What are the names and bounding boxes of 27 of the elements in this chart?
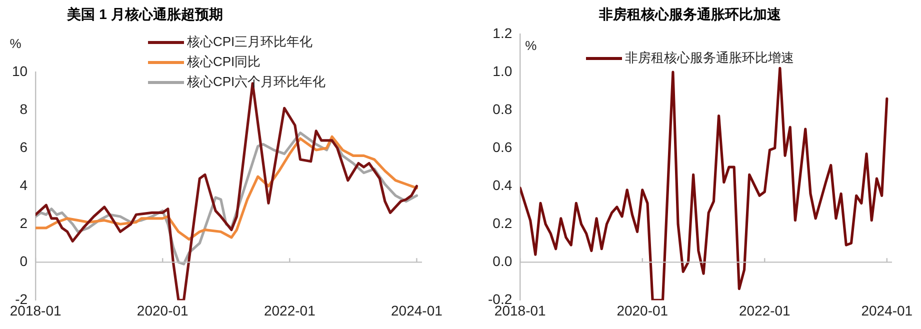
y-tick-label: 1.2 xyxy=(492,24,512,41)
legend-label: 核心CPI同比 xyxy=(187,53,261,71)
y-axis-title: % xyxy=(525,38,538,53)
y-tick-label: 6 xyxy=(20,138,28,155)
y-tick-label: 0.8 xyxy=(492,100,512,117)
y-axis-title: % xyxy=(10,36,22,51)
chart-title: 非房租核心服务通胀环比加速 xyxy=(598,6,782,24)
y-tick-label: 0 xyxy=(20,253,28,270)
y-tick-label: 0.2 xyxy=(492,215,512,231)
y-tick-label: 0.0 xyxy=(492,253,512,270)
legend-label: 非房租核心服务通胀环比增速 xyxy=(625,49,794,67)
y-tick-label: 4 xyxy=(20,176,28,193)
legend-label: 核心CPI六个月环比年化 xyxy=(187,73,326,91)
x-tick-label: 2020-01 xyxy=(616,302,668,318)
x-tick-label: 2024-01 xyxy=(861,302,913,318)
y-tick-label: 8 xyxy=(20,100,28,117)
x-tick-label: 2020-01 xyxy=(136,302,189,318)
x-tick-label: 2022-01 xyxy=(264,302,316,318)
x-tick-label: 2022-01 xyxy=(738,302,791,318)
chart-title: 美国 1 月核心通胀超预期 xyxy=(66,6,224,24)
y-tick-label: 1.0 xyxy=(492,62,512,79)
y-tick-label: 10 xyxy=(12,62,28,79)
y-tick-label: 2 xyxy=(20,214,28,231)
x-tick-label: 2024-01 xyxy=(391,302,443,318)
y-tick-label: 0.6 xyxy=(492,138,512,155)
legend-label: 核心CPI三月环比年化 xyxy=(187,33,313,51)
y-tick-label: 0.4 xyxy=(492,176,512,193)
